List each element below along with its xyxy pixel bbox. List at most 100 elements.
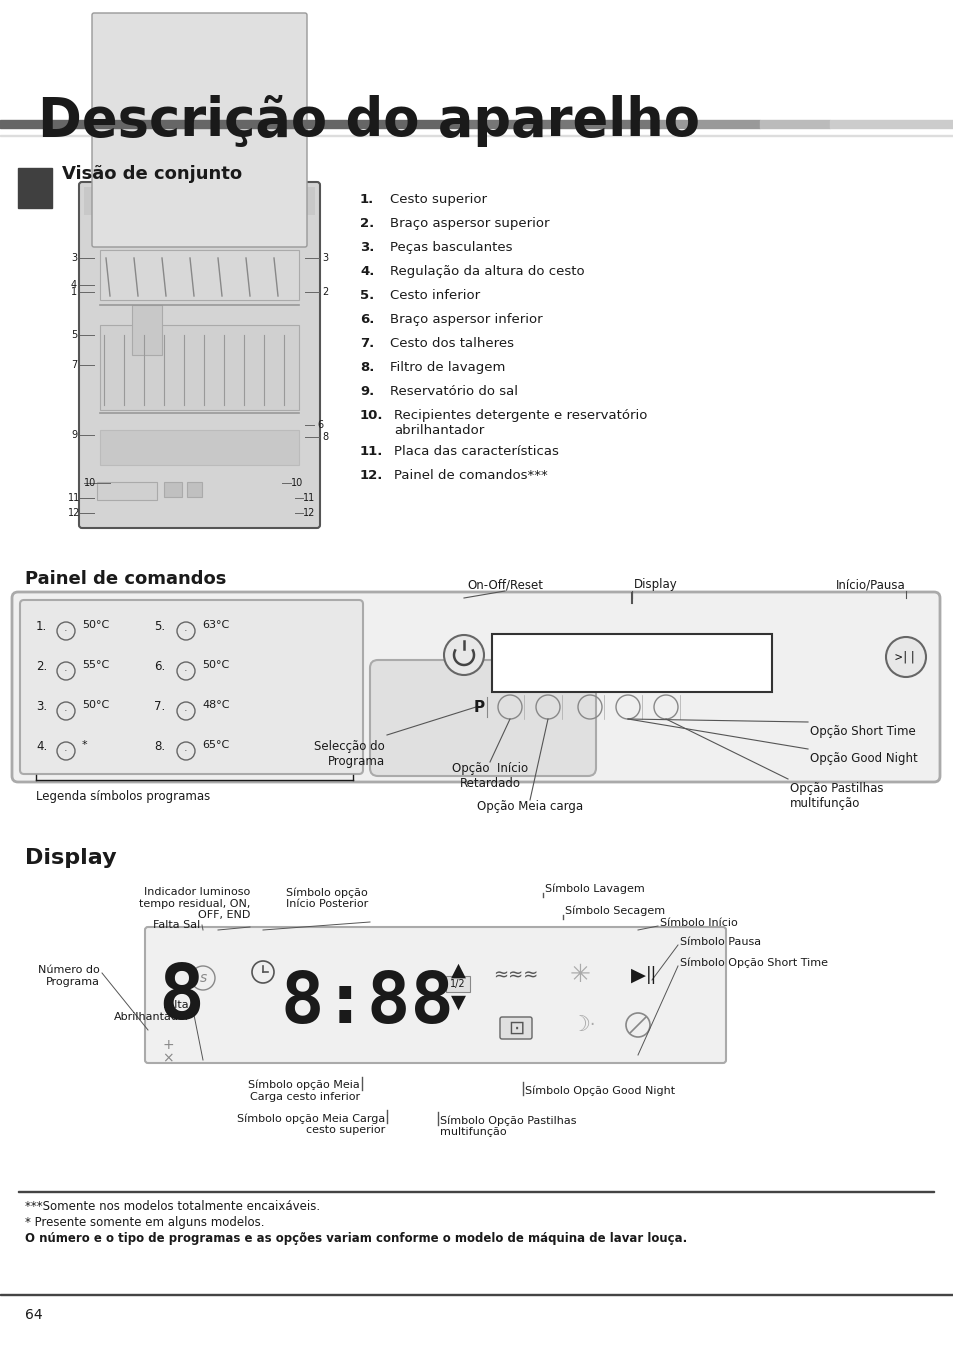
Bar <box>659 120 760 128</box>
Text: ·: · <box>64 706 68 716</box>
Text: ||: || <box>646 967 657 984</box>
Text: 7.: 7. <box>153 701 165 713</box>
Text: 50°C: 50°C <box>82 701 110 710</box>
FancyBboxPatch shape <box>145 927 725 1062</box>
Text: 1.: 1. <box>359 193 374 207</box>
Text: ·: · <box>64 747 68 756</box>
Text: 11.: 11. <box>359 446 383 458</box>
Bar <box>164 482 182 497</box>
Text: 8: 8 <box>321 432 328 441</box>
Text: 7.: 7. <box>359 338 374 350</box>
Text: Símbolo opção
Início Posterior: Símbolo opção Início Posterior <box>286 887 368 909</box>
Bar <box>492 634 771 693</box>
Text: 3: 3 <box>71 252 77 263</box>
Text: 55°C: 55°C <box>82 660 110 670</box>
Text: ⊡: ⊡ <box>507 1018 523 1038</box>
Text: Braço aspersor inferior: Braço aspersor inferior <box>390 313 542 325</box>
Text: Braço aspersor superior: Braço aspersor superior <box>390 217 549 230</box>
Text: ▼: ▼ <box>450 992 465 1011</box>
Text: +: + <box>162 1038 173 1052</box>
Text: Placa das características: Placa das características <box>394 446 558 458</box>
FancyBboxPatch shape <box>91 14 307 247</box>
Text: 5: 5 <box>71 329 77 340</box>
Text: *: * <box>82 740 88 751</box>
Text: 10: 10 <box>291 478 303 487</box>
Text: Cesto superior: Cesto superior <box>390 193 486 207</box>
Text: 8.: 8. <box>359 360 374 374</box>
Text: 65°C: 65°C <box>202 740 229 751</box>
Bar <box>18 167 52 208</box>
Text: 10: 10 <box>84 478 96 487</box>
Text: On-Off/Reset: On-Off/Reset <box>467 578 542 591</box>
FancyBboxPatch shape <box>370 660 596 776</box>
Text: Símbolo Opção Good Night: Símbolo Opção Good Night <box>524 1085 675 1095</box>
Text: 6.: 6. <box>359 313 374 325</box>
Text: * Presente somente em alguns modelos.: * Presente somente em alguns modelos. <box>25 1216 264 1229</box>
Text: 7: 7 <box>71 360 77 370</box>
Text: Início/Pausa: Início/Pausa <box>836 578 905 591</box>
Text: ·: · <box>64 666 68 676</box>
Text: 11: 11 <box>68 493 80 504</box>
Text: Recipientes detergente e reservatório: Recipientes detergente e reservatório <box>394 409 647 423</box>
Bar <box>100 431 298 464</box>
Text: ▶: ▶ <box>630 965 645 984</box>
Text: ✳: ✳ <box>569 963 590 987</box>
Text: 9: 9 <box>71 431 77 440</box>
Text: Legenda símbolos programas: Legenda símbolos programas <box>36 790 210 803</box>
Text: Opção Meia carga: Opção Meia carga <box>476 801 582 813</box>
Text: ☽: ☽ <box>569 1015 589 1035</box>
Text: >||: >|| <box>894 651 916 663</box>
Text: 50°C: 50°C <box>202 660 229 670</box>
Text: 4.: 4. <box>36 740 48 753</box>
Text: Display: Display <box>634 578 677 591</box>
Text: ·: · <box>184 626 188 636</box>
Text: 9.: 9. <box>359 385 374 398</box>
Text: Símbolo Opção Pastilhas
multifunção: Símbolo Opção Pastilhas multifunção <box>439 1115 576 1137</box>
Text: Símbolo Início: Símbolo Início <box>659 918 737 927</box>
Text: Símbolo Opção Short Time: Símbolo Opção Short Time <box>679 958 827 968</box>
Bar <box>0 1293 953 1295</box>
Text: Símbolo opção Meia
Carga cesto inferior: Símbolo opção Meia Carga cesto inferior <box>248 1080 359 1102</box>
Text: 2: 2 <box>321 288 328 297</box>
Text: Indicador luminoso
tempo residual, ON,
OFF, END: Indicador luminoso tempo residual, ON, O… <box>138 887 250 921</box>
Text: ×: × <box>162 1052 173 1065</box>
Text: Reservatório do sal: Reservatório do sal <box>390 385 517 398</box>
Text: P: P <box>474 699 485 714</box>
Text: Símbolo opção Meia Carga
cesto superior: Símbolo opção Meia Carga cesto superior <box>236 1112 385 1135</box>
Circle shape <box>443 634 483 675</box>
Bar <box>97 482 157 500</box>
Text: 50°C: 50°C <box>82 620 110 630</box>
Bar <box>0 135 953 136</box>
Text: Cesto dos talheres: Cesto dos talheres <box>390 338 514 350</box>
Text: Peças basculantes: Peças basculantes <box>390 242 512 254</box>
FancyBboxPatch shape <box>20 599 363 774</box>
Text: Painel de comandos: Painel de comandos <box>25 570 226 589</box>
Text: Cesto inferior: Cesto inferior <box>390 289 479 302</box>
Text: 1: 1 <box>71 288 77 297</box>
Text: Opção Pastilhas
multifunção: Opção Pastilhas multifunção <box>789 782 882 810</box>
Text: 6: 6 <box>316 420 323 431</box>
Bar <box>100 250 298 300</box>
FancyBboxPatch shape <box>79 182 319 528</box>
Bar <box>446 976 470 992</box>
Text: 3.: 3. <box>359 242 374 254</box>
Text: PT: PT <box>24 188 46 202</box>
Text: Falta Sal: Falta Sal <box>152 919 200 930</box>
Text: ·: · <box>589 1017 594 1034</box>
Text: Filtro de lavagem: Filtro de lavagem <box>390 360 505 374</box>
Text: 3: 3 <box>321 252 328 263</box>
Text: Opção Short Time: Opção Short Time <box>809 725 915 738</box>
Text: 1.: 1. <box>36 620 48 633</box>
Text: Opção  Início
Retardado: Opção Início Retardado <box>452 761 528 790</box>
Text: 2.: 2. <box>359 217 374 230</box>
Text: ·: · <box>184 747 188 756</box>
Text: 3.: 3. <box>36 701 47 713</box>
Text: ·: · <box>184 706 188 716</box>
Text: Painel de comandos***: Painel de comandos*** <box>394 468 547 482</box>
Text: Símbolo Lavagem: Símbolo Lavagem <box>544 883 644 894</box>
Text: 12.: 12. <box>359 468 383 482</box>
Text: ·: · <box>64 626 68 636</box>
Text: Símbolo Secagem: Símbolo Secagem <box>564 904 664 915</box>
Text: 64: 64 <box>25 1308 43 1322</box>
Text: Número do
Programa: Número do Programa <box>38 965 100 987</box>
